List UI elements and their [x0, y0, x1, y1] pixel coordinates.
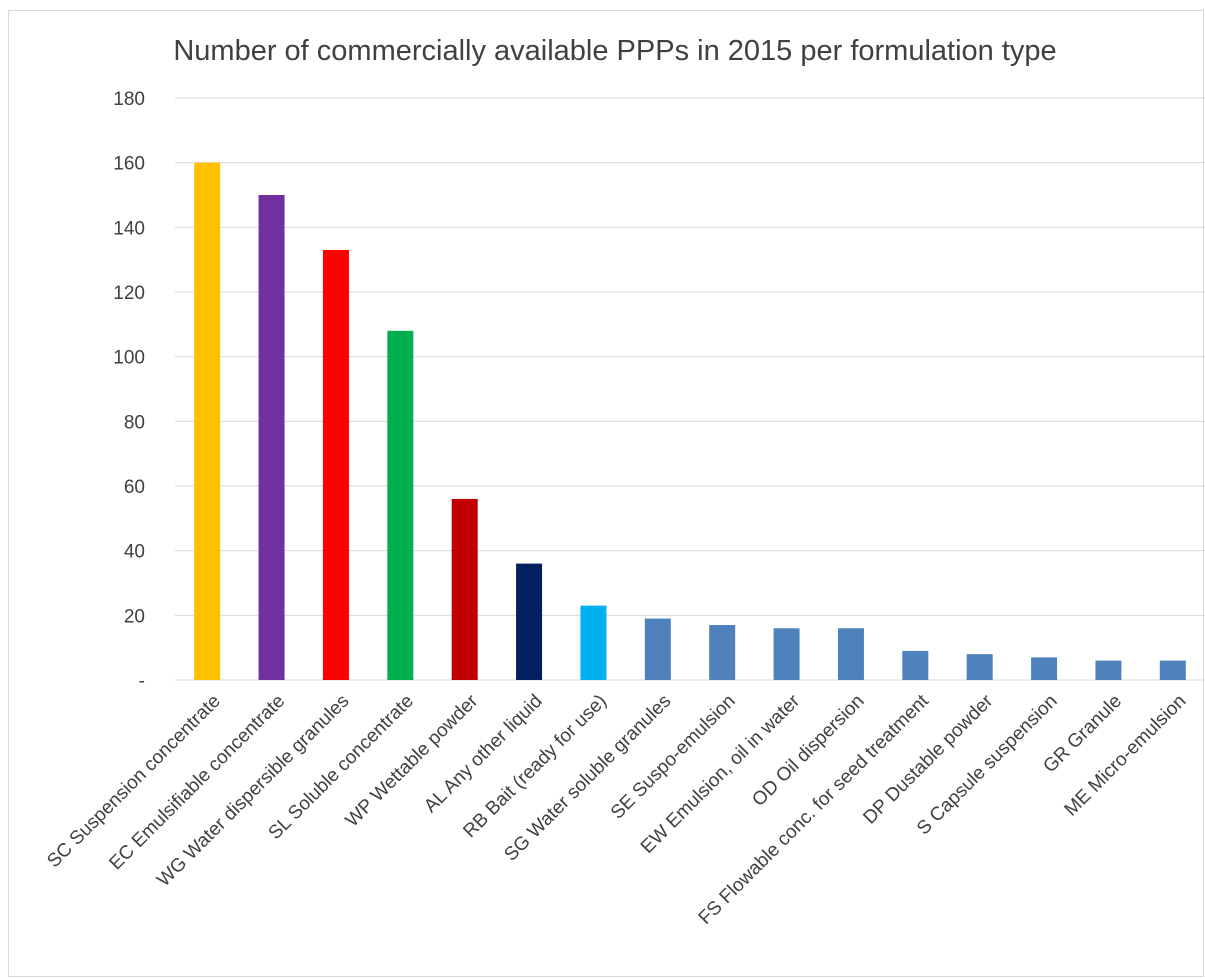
y-tick-label: 120: [113, 283, 145, 304]
y-tick-label: -: [139, 671, 145, 692]
bar: [322, 249, 349, 680]
bar: [1159, 660, 1186, 680]
bar: [387, 330, 414, 680]
y-tick-label: 60: [124, 477, 145, 498]
chart-title: Number of commercially available PPPs in…: [173, 35, 1057, 67]
x-tick-label: AL Any other liquid: [420, 691, 546, 817]
bar: [1095, 660, 1122, 680]
x-tick-label: SE Suspo-emulsion: [607, 691, 740, 824]
y-tick-label: 20: [124, 606, 145, 627]
bar: [194, 162, 221, 680]
bar: [258, 195, 285, 680]
bar: [644, 618, 671, 680]
x-tick-label: FS Flowable conc. for seed treatment: [695, 690, 934, 929]
x-tick-label: ME Micro-emulsion: [1061, 691, 1191, 821]
y-tick-label: 140: [113, 218, 145, 239]
y-tick-label: 160: [113, 154, 145, 175]
y-tick-label: 40: [124, 542, 145, 563]
bar: [837, 628, 864, 680]
bar: [580, 605, 607, 680]
x-tick-label: OD Oil dispersion: [748, 691, 868, 811]
bar: [902, 650, 929, 680]
y-tick-label: 80: [124, 412, 145, 433]
y-tick-label: 180: [113, 89, 145, 110]
bar: [773, 628, 800, 680]
bar: [516, 563, 543, 680]
bar: [966, 654, 993, 680]
y-axis-ticks: - 20 40 60 80 100 120 140 160 180: [113, 89, 145, 692]
bar: [1031, 657, 1058, 680]
y-tick-label: 100: [113, 348, 145, 369]
bars: [194, 162, 1186, 680]
bar: [709, 625, 736, 680]
bar: [451, 498, 478, 680]
